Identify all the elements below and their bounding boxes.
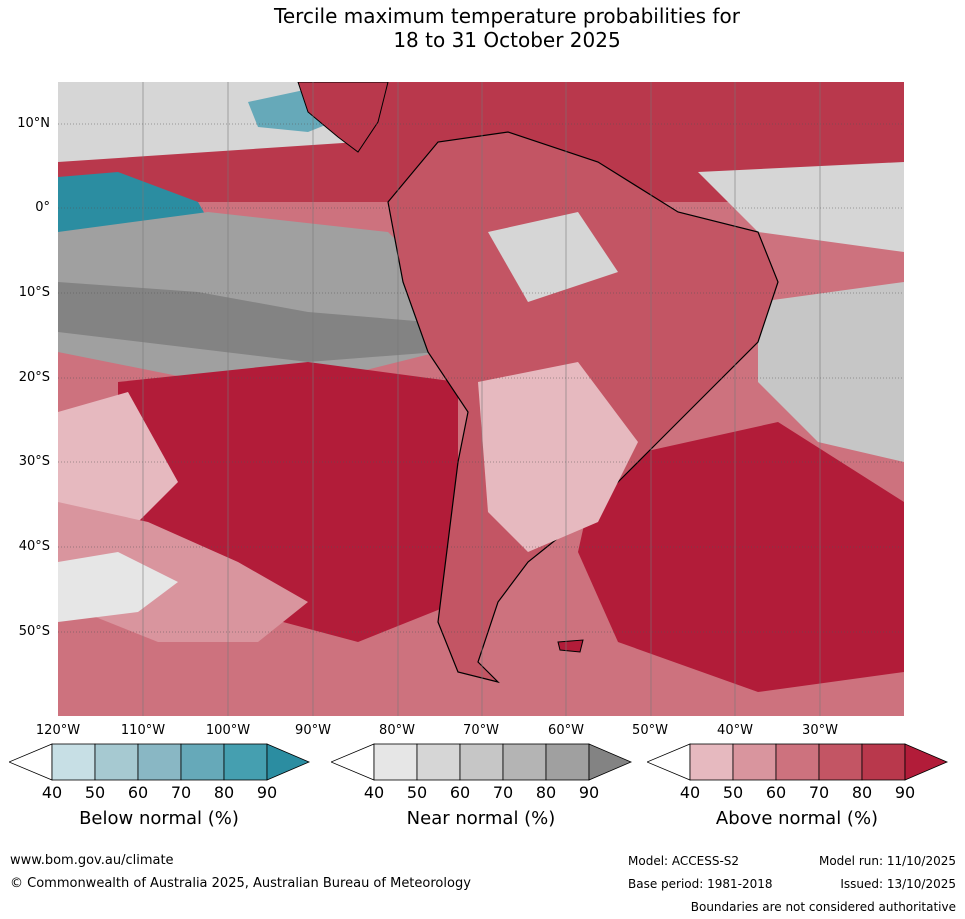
colorbar-below-min-arrow [9, 743, 53, 781]
colorbar-near-tick: 50 [406, 783, 428, 802]
colorbar-near-bin-4 [502, 743, 547, 781]
lon-label-70w: 70°W [463, 723, 499, 738]
colorbar-above-bin-2 [732, 743, 777, 781]
colorbar-near-label: Near normal (%) [406, 808, 556, 829]
colorbar-above-max-arrow [904, 743, 949, 781]
title-line-2: 18 to 31 October 2025 [393, 28, 621, 52]
issued-date: Issued: 13/10/2025 [840, 877, 956, 891]
lon-label-100w: 100°W [205, 723, 251, 738]
falkland-islands [557, 639, 584, 653]
colorbar-near-bin-5 [545, 743, 590, 781]
map-canvas [58, 82, 904, 716]
colorbar-near-tick: 60 [449, 783, 471, 802]
lon-label-40w: 40°W [717, 723, 753, 738]
lon-label-30w: 30°W [802, 723, 838, 738]
website-link[interactable]: www.bom.gov.au/climate [10, 853, 174, 868]
graticule [58, 123, 904, 633]
zone-s-atlantic [578, 422, 904, 692]
lat-label-50s: 50°S [18, 624, 50, 639]
colorbar-below-tick: 60 [127, 783, 149, 802]
zone-continent-near [488, 212, 618, 302]
colorbar-below-tick: 50 [84, 783, 106, 802]
colorbar-below-label: Below normal (%) [79, 808, 239, 829]
colorbar-below-bin-2 [94, 743, 139, 781]
zone-continent-light [478, 362, 638, 552]
colorbar-below-tick: 40 [41, 783, 63, 802]
colorbar-above-tick: 70 [808, 783, 830, 802]
lon-label-120w: 120°W [35, 723, 81, 738]
central-america [297, 82, 389, 153]
colorbar-above-label: Above normal (%) [715, 808, 879, 829]
colorbar-above-tick: 80 [851, 783, 873, 802]
colorbar-above-min-arrow [647, 743, 691, 781]
zone-sp-near [58, 552, 178, 622]
colorbar-above-bin-4 [818, 743, 863, 781]
colorbar-below-tick: 90 [256, 783, 278, 802]
map-title: Tercile maximum temperature probabilitie… [0, 4, 965, 52]
lat-label-0: 0° [35, 200, 50, 215]
colorbar-near-tick: 80 [535, 783, 557, 802]
colorbar-above-tick: 40 [679, 783, 701, 802]
colorbar-above-bin-3 [775, 743, 820, 781]
colorbar-near [331, 743, 633, 781]
zone-atl-near-1 [698, 162, 904, 252]
colorbar-near-bin-2 [416, 743, 461, 781]
lat-label-20s: 20°S [18, 370, 50, 385]
colorbar-below-bin-5 [223, 743, 268, 781]
probability-map [58, 82, 904, 716]
colorbar-below [9, 743, 311, 781]
colorbar-above-bin-1 [689, 743, 734, 781]
copyright-text: © Commonwealth of Australia 2025, Austra… [10, 876, 471, 891]
zone-equatorial-near-dark [58, 282, 438, 362]
colorbar-near-tick: 70 [492, 783, 514, 802]
lat-label-10s: 10°S [18, 285, 50, 300]
lat-label-40s: 40°S [18, 539, 50, 554]
colorbar-near-bin-1 [373, 743, 418, 781]
colorbar-below-bin-1 [51, 743, 96, 781]
model-run-date: Model run: 11/10/2025 [818, 854, 956, 868]
colorbar-near-max-arrow [588, 743, 633, 781]
lon-label-80w: 80°W [379, 723, 415, 738]
lon-label-60w: 60°W [548, 723, 584, 738]
colorbar-near-min-arrow [331, 743, 375, 781]
meridians [142, 82, 821, 716]
colorbar-above [647, 743, 949, 781]
colorbar-below-max-arrow [266, 743, 311, 781]
lon-label-110w: 110°W [120, 723, 166, 738]
colorbar-below-tick: 70 [170, 783, 192, 802]
colorbar-near-bin-3 [459, 743, 504, 781]
zone-sp-light [58, 392, 178, 542]
colorbar-above-bin-5 [861, 743, 906, 781]
lat-label-10n: 10°N [17, 116, 50, 131]
model-name: Model: ACCESS-S2 [628, 854, 740, 868]
lat-label-30s: 30°S [18, 454, 50, 469]
lon-label-90w: 90°W [295, 723, 331, 738]
colorbar-above-tick: 50 [722, 783, 744, 802]
base-period: Base period: 1981-2018 [628, 877, 773, 891]
colorbar-below-tick: 80 [213, 783, 235, 802]
colorbar-near-tick: 40 [363, 783, 385, 802]
lon-label-50w: 50°W [632, 723, 668, 738]
title-line-1: Tercile maximum temperature probabilitie… [274, 4, 740, 28]
colorbar-below-bin-4 [180, 743, 225, 781]
colorbar-near-tick: 90 [578, 783, 600, 802]
colorbar-above-tick: 60 [765, 783, 787, 802]
colorbar-below-bin-3 [137, 743, 182, 781]
zone-atl-near-2 [758, 282, 904, 462]
colorbar-above-tick: 90 [894, 783, 916, 802]
boundaries-disclaimer: Boundaries are not considered authoritat… [690, 900, 956, 914]
